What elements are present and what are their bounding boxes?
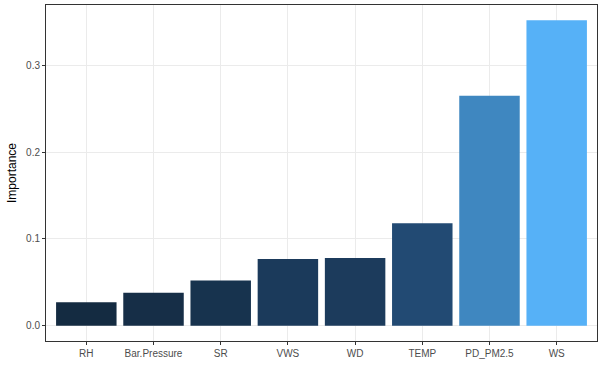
svg-text:Bar.Pressure: Bar.Pressure xyxy=(125,348,183,359)
svg-text:0.2: 0.2 xyxy=(26,147,40,158)
svg-text:TEMP: TEMP xyxy=(408,348,436,359)
svg-text:WD: WD xyxy=(347,348,364,359)
svg-text:WS: WS xyxy=(549,348,565,359)
svg-text:PD_PM2.5: PD_PM2.5 xyxy=(465,348,514,359)
svg-text:0.3: 0.3 xyxy=(26,60,40,71)
svg-text:0.1: 0.1 xyxy=(26,233,40,244)
svg-text:RH: RH xyxy=(79,348,93,359)
svg-text:0.0: 0.0 xyxy=(26,320,40,331)
svg-text:Importance: Importance xyxy=(5,143,19,203)
svg-text:VWS: VWS xyxy=(277,348,300,359)
svg-text:SR: SR xyxy=(214,348,228,359)
